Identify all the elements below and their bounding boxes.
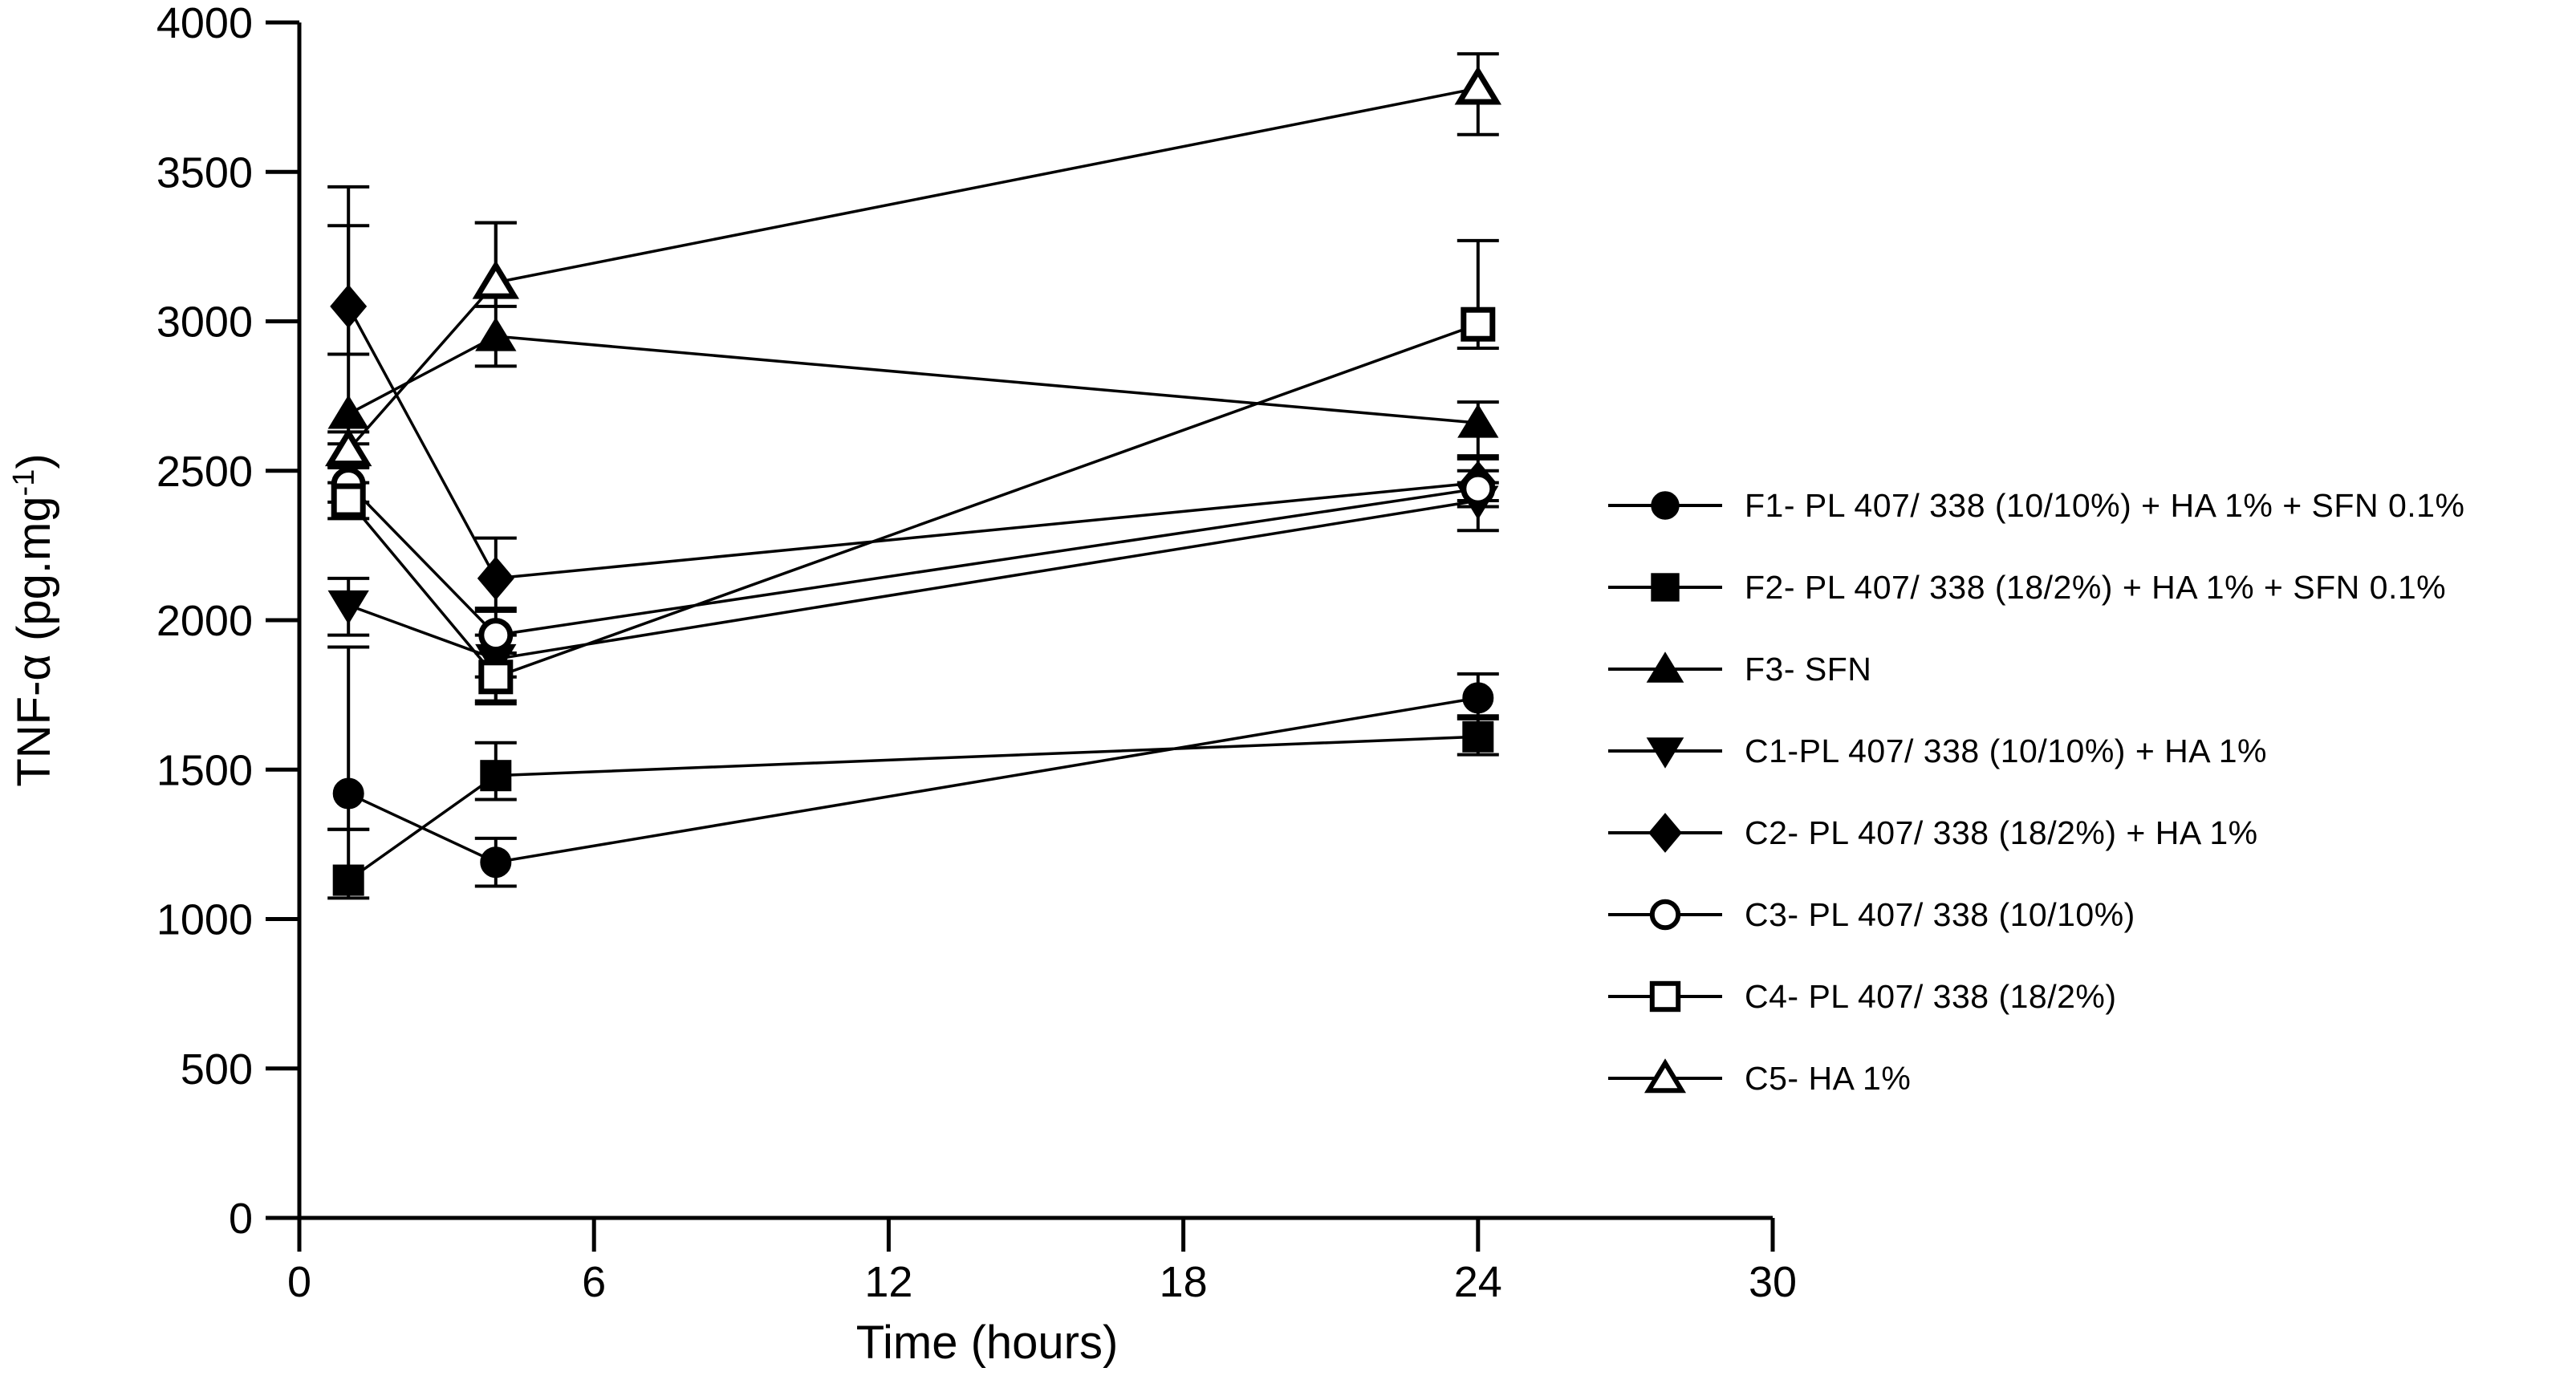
series-F1-markers <box>332 682 1494 879</box>
legend-label: C5- HA 1% <box>1745 1059 1912 1097</box>
legend: F1- PL 407/ 338 (10/10%) + HA 1% + SFN 0… <box>1605 465 2464 1119</box>
legend-marker-glyph <box>1649 899 1681 931</box>
filled-square-marker <box>332 864 364 896</box>
series-F3-markers <box>327 317 1499 438</box>
legend-marker-filled-square-icon <box>1608 573 1722 602</box>
series-C5 <box>327 52 1499 470</box>
legend-marker-filled-circle-icon <box>1608 491 1722 520</box>
x-tick-label: 30 <box>1749 1258 1797 1306</box>
legend-item-f1: F1- PL 407/ 338 (10/10%) + HA 1% + SFN 0… <box>1605 465 2464 546</box>
series-C3-markers <box>331 467 1496 653</box>
legend-marker-open-triangle-icon <box>1608 1058 1722 1094</box>
open-triangle-marker <box>324 427 372 467</box>
filled-diamond-marker <box>330 284 368 329</box>
x-tick-label: 6 <box>582 1258 606 1306</box>
open-circle-marker <box>1461 471 1496 506</box>
open-circle-icon <box>1649 899 1681 931</box>
y-tick-label: 2000 <box>156 597 253 645</box>
filled-circle-marker <box>480 846 512 879</box>
legend-marker-glyph <box>1651 573 1680 602</box>
legend-label: C1-PL 407/ 338 (10/10%) + HA 1% <box>1745 732 2267 769</box>
series-F2-markers <box>332 720 1494 896</box>
y-tick-label: 3000 <box>156 298 253 347</box>
axes: 0 500 1000 1500 2000 2500 3000 3500 4000 0 6 12 18 24… <box>7 0 1797 1369</box>
y-axis-title: TNF-α (pg.mg-1) <box>7 453 60 786</box>
open-square-icon <box>1649 980 1681 1013</box>
open-triangle-marker <box>1454 66 1502 105</box>
x-tick-label: 24 <box>1454 1258 1502 1306</box>
legend-marker-filled-triangle-down-icon <box>1608 737 1722 769</box>
legend-item-c1: C1-PL 407/ 338 (10/10%) + HA 1% <box>1605 710 2464 792</box>
legend-item-f2: F2- PL 407/ 338 (18/2%) + HA 1% + SFN 0.… <box>1605 546 2464 628</box>
legend-label: C4- PL 407/ 338 (18/2%) <box>1745 977 2117 1015</box>
y-tick-label: 0 <box>229 1195 253 1243</box>
y-tick-label: 1500 <box>156 746 253 794</box>
legend-marker-glyph <box>1648 813 1682 853</box>
legend-marker-open-square-icon <box>1608 980 1722 1013</box>
x-tick-label: 18 <box>1160 1258 1208 1306</box>
filled-circle-marker <box>332 777 364 810</box>
legend-label: F3- SFN <box>1745 650 1872 688</box>
filled-square-marker <box>1462 720 1494 753</box>
legend-marker-filled-triangle-icon <box>1608 651 1722 683</box>
legend-label: C2- PL 407/ 338 (18/2%) + HA 1% <box>1745 814 2258 851</box>
series-C4-markers <box>331 306 1496 695</box>
open-square-marker <box>1461 306 1496 342</box>
filled-triangle-down-icon <box>1646 737 1684 769</box>
legend-marker-glyph <box>1646 651 1684 683</box>
filled-diamond-marker <box>477 556 514 601</box>
legend-label: C3- PL 407/ 338 (10/10%) <box>1745 895 2135 933</box>
x-tick-label: 0 <box>287 1258 311 1306</box>
legend-item-c3: C3- PL 407/ 338 (10/10%) <box>1605 874 2464 956</box>
filled-circle-icon <box>1651 491 1680 520</box>
open-triangle-marker <box>472 260 520 299</box>
legend-item-c5: C5- HA 1% <box>1605 1037 2464 1119</box>
legend-item-c2: C2- PL 407/ 338 (18/2%) + HA 1% <box>1605 792 2464 874</box>
y-tick-label: 3500 <box>156 148 253 197</box>
legend-marker-glyph <box>1649 980 1681 1013</box>
filled-triangle-marker <box>327 395 369 429</box>
filled-square-icon <box>1651 573 1680 602</box>
filled-triangle-marker <box>475 317 517 351</box>
legend-marker-open-circle-icon <box>1608 899 1722 931</box>
open-circle-marker <box>478 618 514 653</box>
legend-marker-glyph <box>1644 1058 1687 1094</box>
filled-diamond-icon <box>1648 813 1682 853</box>
x-tick-label: 12 <box>864 1258 912 1306</box>
series-C2 <box>327 185 1499 611</box>
y-tick-label: 1000 <box>156 896 253 944</box>
series-C5-markers <box>324 66 1502 467</box>
filled-circle-marker <box>1462 682 1494 714</box>
legend-item-f3: F3- SFN <box>1605 628 2464 710</box>
x-axis-title: Time (hours) <box>856 1317 1119 1369</box>
y-tick-label: 4000 <box>156 0 253 47</box>
legend-marker-filled-diamond-icon <box>1608 813 1722 853</box>
series-C2-markers <box>330 284 1497 601</box>
open-square-marker <box>478 660 514 695</box>
filled-square-marker <box>480 760 512 792</box>
legend-marker-glyph <box>1646 737 1684 769</box>
legend-label: F2- PL 407/ 338 (18/2%) + HA 1% + SFN 0.… <box>1745 568 2447 606</box>
open-triangle-icon <box>1644 1058 1687 1094</box>
legend-marker-glyph <box>1651 491 1680 520</box>
legend-item-c4: C4- PL 407/ 338 (18/2%) <box>1605 956 2464 1037</box>
filled-triangle-down-marker <box>327 590 369 625</box>
open-square-marker <box>331 483 366 518</box>
y-tick-label: 2500 <box>156 448 253 496</box>
legend-label: F1- PL 407/ 338 (10/10%) + HA 1% + SFN 0… <box>1745 486 2465 524</box>
y-tick-label: 500 <box>181 1045 253 1094</box>
filled-triangle-marker <box>1457 404 1499 438</box>
filled-triangle-icon <box>1646 651 1684 683</box>
